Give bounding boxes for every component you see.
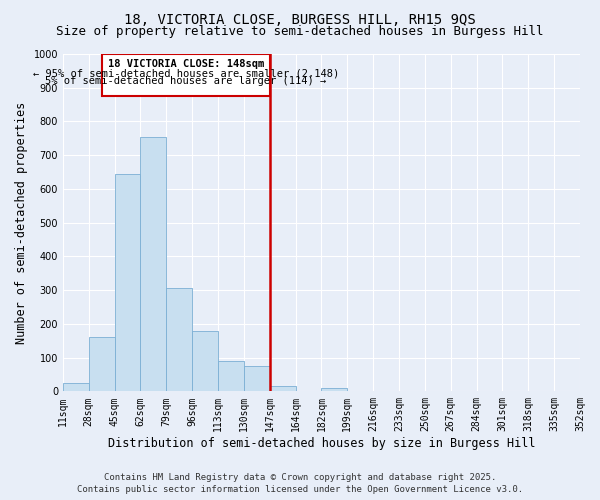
- Bar: [89, 338, 115, 392]
- Bar: [166, 288, 192, 392]
- Text: 5% of semi-detached houses are larger (114) →: 5% of semi-detached houses are larger (1…: [45, 76, 326, 86]
- Bar: [244, 366, 270, 392]
- Text: 18, VICTORIA CLOSE, BURGESS HILL, RH15 9QS: 18, VICTORIA CLOSE, BURGESS HILL, RH15 9…: [124, 12, 476, 26]
- Text: Size of property relative to semi-detached houses in Burgess Hill: Size of property relative to semi-detach…: [56, 25, 544, 38]
- Bar: [270, 386, 296, 392]
- Y-axis label: Number of semi-detached properties: Number of semi-detached properties: [15, 102, 28, 344]
- FancyBboxPatch shape: [101, 54, 270, 96]
- Bar: [63, 383, 89, 392]
- Bar: [218, 361, 244, 392]
- Bar: [115, 174, 140, 392]
- Bar: [140, 136, 166, 392]
- Text: ← 95% of semi-detached houses are smaller (2,148): ← 95% of semi-detached houses are smalle…: [32, 68, 339, 78]
- Bar: [192, 330, 218, 392]
- Text: Contains HM Land Registry data © Crown copyright and database right 2025.
Contai: Contains HM Land Registry data © Crown c…: [77, 473, 523, 494]
- X-axis label: Distribution of semi-detached houses by size in Burgess Hill: Distribution of semi-detached houses by …: [108, 437, 535, 450]
- Bar: [322, 388, 347, 392]
- Text: 18 VICTORIA CLOSE: 148sqm: 18 VICTORIA CLOSE: 148sqm: [107, 59, 264, 69]
